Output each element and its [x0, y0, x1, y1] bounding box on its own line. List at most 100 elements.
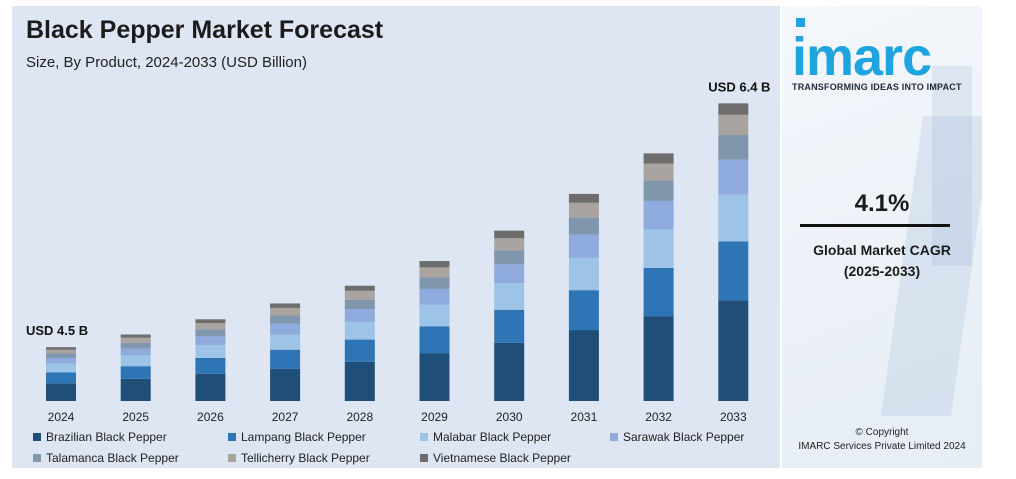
data-annotation-2033: USD 6.4 B	[708, 79, 770, 94]
bar-segment-2029-1	[419, 326, 450, 354]
bar-segment-2026-4	[195, 329, 226, 337]
bar-segment-2032-5	[643, 163, 674, 181]
x-tick-label-2026: 2026	[197, 410, 224, 424]
legend-label: Vietnamese Black Pepper	[433, 451, 571, 465]
bar-segment-2029-5	[419, 267, 450, 278]
legend-label: Tellicherry Black Pepper	[241, 451, 370, 465]
bar-segment-2031-3	[568, 234, 599, 258]
bar-segment-2031-2	[568, 257, 599, 291]
bar-segment-2031-5	[568, 202, 599, 218]
bar-segment-2033-5	[718, 114, 749, 135]
bar-segment-2028-1	[344, 339, 375, 362]
legend-item: Malabar Black Pepper	[420, 430, 551, 444]
bar-segment-2024-0	[46, 383, 76, 401]
cagr-divider	[800, 224, 950, 227]
bar-segment-2032-6	[643, 153, 674, 164]
bar-segment-2032-0	[643, 316, 674, 401]
bar-segment-2024-4	[46, 353, 76, 358]
legend-item: Sarawak Black Pepper	[610, 430, 744, 444]
bar-segment-2032-1	[643, 268, 674, 317]
bar-segment-2025-6	[120, 334, 151, 338]
bar-segment-2030-4	[494, 250, 525, 265]
cagr-value: 4.1%	[854, 190, 910, 217]
bar-segment-2031-0	[568, 330, 599, 401]
bar-segment-2026-6	[195, 319, 226, 324]
bar-segment-2031-4	[568, 217, 599, 235]
x-tick-label-2032: 2032	[645, 410, 672, 424]
bar-segment-2030-5	[494, 238, 525, 251]
bar-segment-2033-6	[718, 103, 749, 115]
chart-subtitle: Size, By Product, 2024-2033 (USD Billion…	[26, 54, 307, 71]
x-tick-label-2024: 2024	[48, 410, 75, 424]
bar-segment-2027-2	[270, 334, 301, 350]
x-tick-label-2030: 2030	[496, 410, 523, 424]
cagr-label-line2: (2025-2033)	[843, 263, 921, 279]
bar-segment-2025-0	[120, 378, 151, 401]
bar-segment-2033-0	[718, 300, 749, 401]
bar-segment-2033-2	[718, 194, 749, 242]
bar-segment-2026-2	[195, 345, 226, 358]
bar-segment-2030-1	[494, 309, 525, 343]
bar-segment-2032-3	[643, 200, 674, 230]
bar-segment-2029-0	[419, 353, 450, 401]
bar-segment-2031-1	[568, 290, 599, 331]
bar-segment-2025-2	[120, 355, 151, 367]
x-tick-label-2033: 2033	[720, 410, 747, 424]
bar-segment-2027-5	[270, 307, 301, 316]
logo-dot-icon	[796, 18, 805, 27]
brand-panel: imarc TRANSFORMING IDEAS INTO IMPACT 4.1…	[782, 6, 982, 468]
bar-segment-2027-3	[270, 323, 301, 335]
legend-swatch	[610, 433, 618, 441]
bar-segment-2033-3	[718, 159, 749, 195]
copyright-line1: © Copyright	[855, 427, 909, 438]
copyright-line2: IMARC Services Private Limited 2024	[798, 441, 966, 452]
bar-segment-2033-1	[718, 241, 749, 301]
bar-segment-2028-6	[344, 285, 375, 291]
legend-swatch	[228, 454, 236, 462]
x-tick-label-2031: 2031	[571, 410, 598, 424]
bar-segment-2029-4	[419, 277, 450, 289]
bar-segment-2025-3	[120, 348, 151, 356]
stacked-bar-chart: 2024 USD 4.5 B 2025 2026 2027 2028 2029 2030 203…	[26, 79, 770, 424]
cagr-label-line1: Global Market CAGR	[813, 242, 951, 258]
bar-segment-2024-3	[46, 357, 76, 364]
legend-label: Sarawak Black Pepper	[623, 430, 745, 444]
bar-segment-2024-2	[46, 363, 76, 373]
bar-segment-2028-3	[344, 309, 375, 322]
legend-swatch	[228, 433, 236, 441]
bar-segment-2026-5	[195, 323, 226, 330]
brand-logo: imarc	[792, 27, 932, 87]
bar-segment-2027-6	[270, 303, 301, 308]
x-tick-label-2025: 2025	[122, 410, 149, 424]
legend-label: Lampang Black Pepper	[241, 430, 366, 444]
bar-segment-2028-2	[344, 321, 375, 340]
bar-segment-2030-6	[494, 230, 525, 239]
legend-label: Brazilian Black Pepper	[46, 430, 167, 444]
x-tick-label-2027: 2027	[272, 410, 299, 424]
bar-segment-2028-0	[344, 361, 375, 401]
legend-swatch	[420, 433, 428, 441]
cagr-label: Global Market CAGR (2025-2033)	[782, 240, 982, 282]
bar-segment-2032-4	[643, 180, 674, 201]
legend-item: Brazilian Black Pepper	[33, 430, 167, 444]
legend-item: Vietnamese Black Pepper	[420, 451, 571, 465]
bar-segment-2029-6	[419, 261, 450, 268]
bar-segment-2025-4	[120, 342, 151, 349]
data-annotation-2024: USD 4.5 B	[26, 323, 88, 338]
x-tick-label-2028: 2028	[346, 410, 373, 424]
bar-segment-2027-1	[270, 349, 301, 369]
legend-item: Talamanca Black Pepper	[33, 451, 179, 465]
bar-segment-2033-4	[718, 135, 749, 160]
bar-segment-2024-6	[46, 347, 76, 350]
bar-segment-2026-0	[195, 373, 226, 401]
bar-segment-2026-1	[195, 357, 226, 374]
legend-swatch	[33, 454, 41, 462]
bar-segment-2032-2	[643, 229, 674, 268]
legend-label: Malabar Black Pepper	[433, 430, 552, 444]
bar-segment-2027-4	[270, 315, 301, 324]
bar-segment-2030-3	[494, 264, 525, 284]
copyright-notice: © Copyright IMARC Services Private Limit…	[782, 426, 982, 454]
bar-segment-2028-5	[344, 290, 375, 300]
chart-title: Black Pepper Market Forecast	[26, 16, 384, 44]
bar-segment-2027-0	[270, 368, 301, 401]
